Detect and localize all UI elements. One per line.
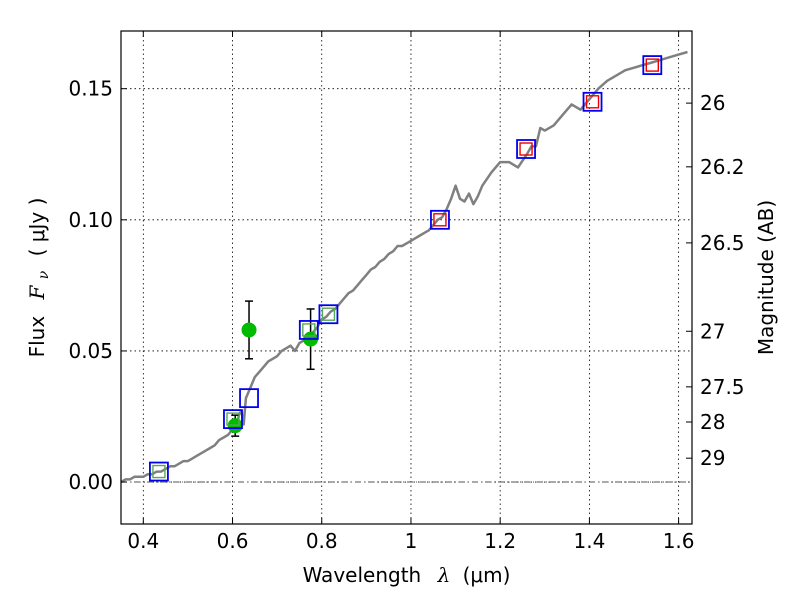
model-flux-square [239, 388, 259, 409]
x-tick-label: 1.6 [663, 529, 695, 553]
model-flux-square [516, 139, 536, 159]
plot-frame [120, 30, 693, 525]
x-tick-label: 1.2 [484, 529, 516, 553]
x-axis-title-unit: (μm) [463, 563, 511, 587]
model-flux-square [318, 304, 339, 325]
model-flux-square [645, 58, 659, 72]
model-flux-square [298, 320, 319, 340]
y-tick-label: 0.00 [68, 470, 113, 494]
model-flux-square [582, 91, 603, 112]
y-axis-title-unit: ( μJy ) [25, 198, 49, 257]
model-flux-square [321, 307, 336, 321]
marker-layer [149, 55, 663, 482]
model-flux-square [642, 55, 663, 75]
y2-tick-label: 27.5 [700, 375, 745, 399]
x-tick-label: 0.8 [306, 529, 338, 553]
y2-axis-title: Magnitude (AB) [754, 200, 778, 355]
model-flux-square [226, 412, 240, 426]
model-flux-square [430, 209, 450, 230]
y2-tick-label: 27 [700, 319, 725, 343]
model-flux-square [223, 409, 243, 430]
spectrum-line [120, 50, 688, 484]
y-axis-title-subscript: ν [36, 270, 52, 279]
x-tick-label: 0.6 [217, 529, 249, 553]
model-flux-square [149, 461, 169, 482]
y2-tick-label: 29 [700, 446, 725, 470]
observed-point [241, 322, 257, 338]
y-tick-label: 0.10 [68, 208, 113, 232]
x-axis-title-prefix: Wavelength [303, 563, 422, 587]
x-tick-label: 0.4 [127, 529, 159, 553]
model-flux-square [152, 464, 166, 479]
y-tick-label: 0.15 [68, 77, 113, 101]
y2-tick-label: 26.5 [700, 231, 745, 255]
y2-tick-label: 28 [700, 410, 725, 434]
y-axis-title-symbol: F [25, 284, 49, 300]
model-flux-square [302, 323, 316, 337]
y2-tick-label: 26 [700, 91, 725, 115]
x-tick-label: 1 [405, 529, 418, 553]
tick-layer: 0.4 0.6 0.8 1 1.2 1.4 1.6 0.00 0.05 0.10 0.15 26 26.… [68, 31, 745, 553]
y-axis-title: Flux F ν ( μJy ) [25, 198, 53, 358]
y-tick-label: 0.05 [68, 339, 113, 363]
line-layer [120, 50, 688, 484]
model-flux-square [433, 213, 447, 227]
model-flux-square [519, 142, 533, 156]
x-axis-title: Wavelength λ (μm) [303, 563, 511, 587]
y2-tick-label: 26.2 [700, 155, 745, 179]
grid-layer [121, 31, 692, 524]
x-axis-title-symbol: λ [437, 563, 451, 587]
x-tick-label: 1.4 [573, 529, 605, 553]
y-axis-title-prefix: Flux [25, 316, 49, 358]
model-flux-square [585, 95, 600, 109]
